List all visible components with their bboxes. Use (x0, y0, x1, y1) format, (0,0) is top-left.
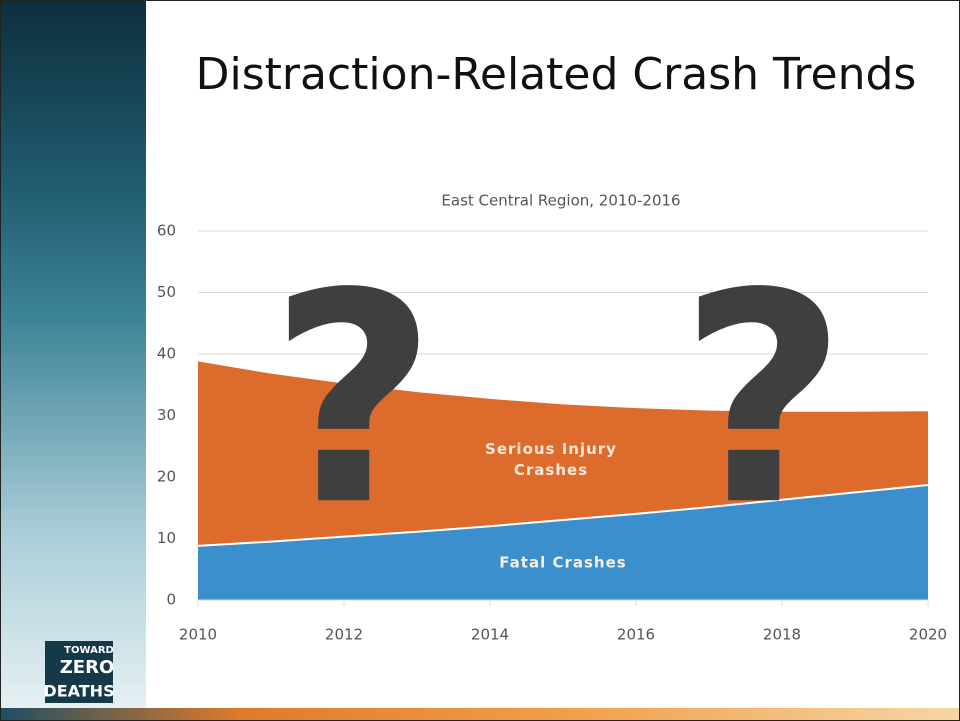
area-label: Fatal Crashes (499, 554, 626, 572)
logo-text: ZERO (60, 657, 115, 678)
x-tick-label: 2014 (471, 626, 509, 644)
chart: Distraction-Related Crash Trends East Ce… (1, 1, 960, 721)
x-tick-label: 2018 (763, 626, 801, 644)
x-tick-label: 2016 (617, 626, 655, 644)
y-tick-label: 0 (166, 591, 176, 609)
logo-text: TOWARD (64, 645, 114, 656)
annotation: ? (679, 232, 847, 569)
area-label: Serious Injury Crashes (481, 439, 621, 481)
logo: TOWARD ZERO DEATHS (43, 641, 114, 703)
y-tick-label: 60 (157, 222, 176, 240)
slide: Distraction-Related Crash Trends East Ce… (0, 0, 960, 721)
y-tick-label: 50 (157, 283, 176, 301)
x-tick-label: 2020 (909, 626, 947, 644)
y-tick-label: 30 (157, 406, 176, 424)
x-tick-label: 2010 (179, 626, 217, 644)
chart-title: Distraction-Related Crash Trends (196, 49, 917, 100)
annotation: ? (269, 232, 437, 569)
x-tick-label: 2012 (325, 626, 363, 644)
y-tick-label: 10 (157, 529, 176, 547)
y-tick-label: 40 (157, 345, 176, 363)
y-tick-label: 20 (157, 468, 176, 486)
chart-subtitle: East Central Region, 2010-2016 (441, 192, 680, 210)
logo-text: DEATHS (43, 682, 114, 701)
